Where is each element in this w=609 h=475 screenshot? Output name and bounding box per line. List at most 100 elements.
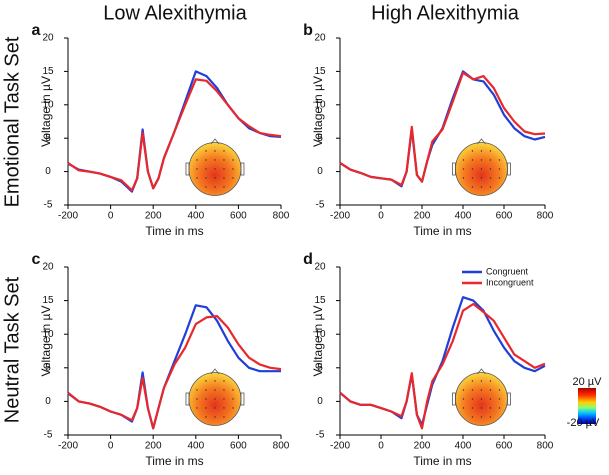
electrode: [223, 150, 225, 152]
x-tick-label: 0: [108, 441, 114, 452]
electrode: [214, 150, 216, 152]
x-tick-label: 400: [455, 211, 472, 222]
electrode: [196, 398, 198, 400]
scalp-nose: [210, 138, 220, 145]
y-tick-label: 10: [314, 329, 326, 340]
electrode: [223, 389, 225, 391]
x-tick-label: 200: [414, 441, 431, 452]
colorbar: [578, 388, 596, 424]
x-tick-label: 800: [537, 441, 554, 452]
y-tick-label: -5: [316, 430, 325, 441]
electrode: [480, 398, 483, 400]
panel-label: d: [303, 251, 313, 268]
x-axis-label: Time in ms: [413, 454, 471, 468]
electrode: [196, 159, 198, 161]
electrode: [462, 168, 465, 170]
electrode: [471, 159, 474, 161]
y-tick-label: -5: [316, 200, 325, 211]
y-tick-label: 0: [45, 396, 51, 407]
y-tick-label: 5: [317, 362, 323, 373]
electrode: [480, 150, 483, 152]
electrode: [489, 168, 492, 170]
y-tick-label: 15: [42, 295, 54, 306]
y-tick-label: 20: [314, 262, 326, 273]
electrode: [214, 398, 216, 400]
electrode: [471, 168, 474, 170]
x-tick-label: 400: [455, 441, 472, 452]
electrode: [489, 398, 492, 400]
x-tick-label: 800: [273, 211, 290, 222]
electrode: [489, 416, 492, 418]
panel-label: a: [32, 22, 41, 39]
electrode: [223, 416, 225, 418]
y-tick-label: 20: [42, 33, 54, 44]
y-tick-label: 15: [42, 66, 54, 77]
x-tick-label: -200: [330, 211, 350, 222]
y-tick-label: 0: [45, 166, 51, 177]
scalp-nose: [477, 368, 486, 375]
legend-label: Incongruent: [486, 277, 534, 287]
electrode: [498, 159, 501, 161]
electrode: [480, 416, 483, 418]
scalp-ear: [507, 392, 511, 406]
electrode: [489, 186, 492, 188]
y-tick-label: 0: [317, 396, 323, 407]
electrode: [232, 159, 234, 161]
electrode: [480, 407, 483, 409]
erp-line: [67, 315, 282, 430]
x-tick-label: 200: [414, 211, 431, 222]
electrode: [489, 389, 492, 391]
x-tick-label: 400: [187, 441, 204, 452]
colorbar-label: 20 µV: [573, 376, 603, 388]
y-tick-label: -5: [44, 200, 53, 211]
row-title: Neutral Task Set: [1, 276, 23, 423]
electrode: [480, 159, 483, 161]
x-tick-label: 0: [378, 211, 384, 222]
colorbar-label: -20 µV: [567, 417, 600, 429]
y-axis-label: Voltage in µV: [311, 306, 325, 377]
electrode: [471, 398, 474, 400]
y-axis-label: Voltage in µV: [39, 76, 53, 147]
electrode: [205, 416, 207, 418]
x-axis-label: Time in ms: [413, 224, 471, 238]
scalp-ear: [240, 162, 245, 176]
electrode: [498, 398, 501, 400]
electrode: [223, 159, 225, 161]
x-tick-label: 0: [108, 211, 114, 222]
scalp-ear: [240, 392, 245, 406]
scalp-ear: [452, 162, 456, 176]
electrode: [471, 407, 474, 409]
electrode: [232, 177, 234, 179]
panel-label: b: [303, 22, 313, 39]
electrode: [205, 380, 207, 382]
electrode: [205, 177, 207, 179]
y-axis-label: Voltage in µV: [39, 306, 53, 377]
y-tick-label: 20: [314, 33, 326, 44]
electrode: [223, 398, 225, 400]
electrode: [462, 177, 465, 179]
electrode: [471, 177, 474, 179]
y-tick-label: 5: [317, 133, 323, 144]
panel: -5 0 5 10 15 20 -200 0 200 400 600 800 Time in ms Vol…: [32, 251, 290, 468]
electrode: [214, 177, 216, 179]
electrode: [205, 168, 207, 170]
electrode: [205, 389, 207, 391]
x-tick-label: -200: [58, 211, 78, 222]
electrode: [223, 177, 225, 179]
x-axis-label: Time in ms: [145, 454, 203, 468]
electrode: [232, 168, 234, 170]
electrode: [462, 159, 465, 161]
x-tick-label: 200: [145, 441, 162, 452]
electrode: [471, 150, 474, 152]
x-tick-label: 600: [230, 441, 247, 452]
scalp-ear: [185, 162, 190, 176]
panel: -5 0 5 10 15 20 -200 0 200 400 600 800 Time in ms Vol…: [303, 251, 554, 468]
y-tick-label: 20: [42, 262, 54, 273]
y-tick-label: -5: [44, 430, 53, 441]
y-tick-label: 5: [45, 133, 51, 144]
electrode: [223, 186, 225, 188]
y-axis-label: Voltage in µV: [311, 76, 325, 147]
electrode: [196, 407, 198, 409]
electrode: [498, 389, 501, 391]
